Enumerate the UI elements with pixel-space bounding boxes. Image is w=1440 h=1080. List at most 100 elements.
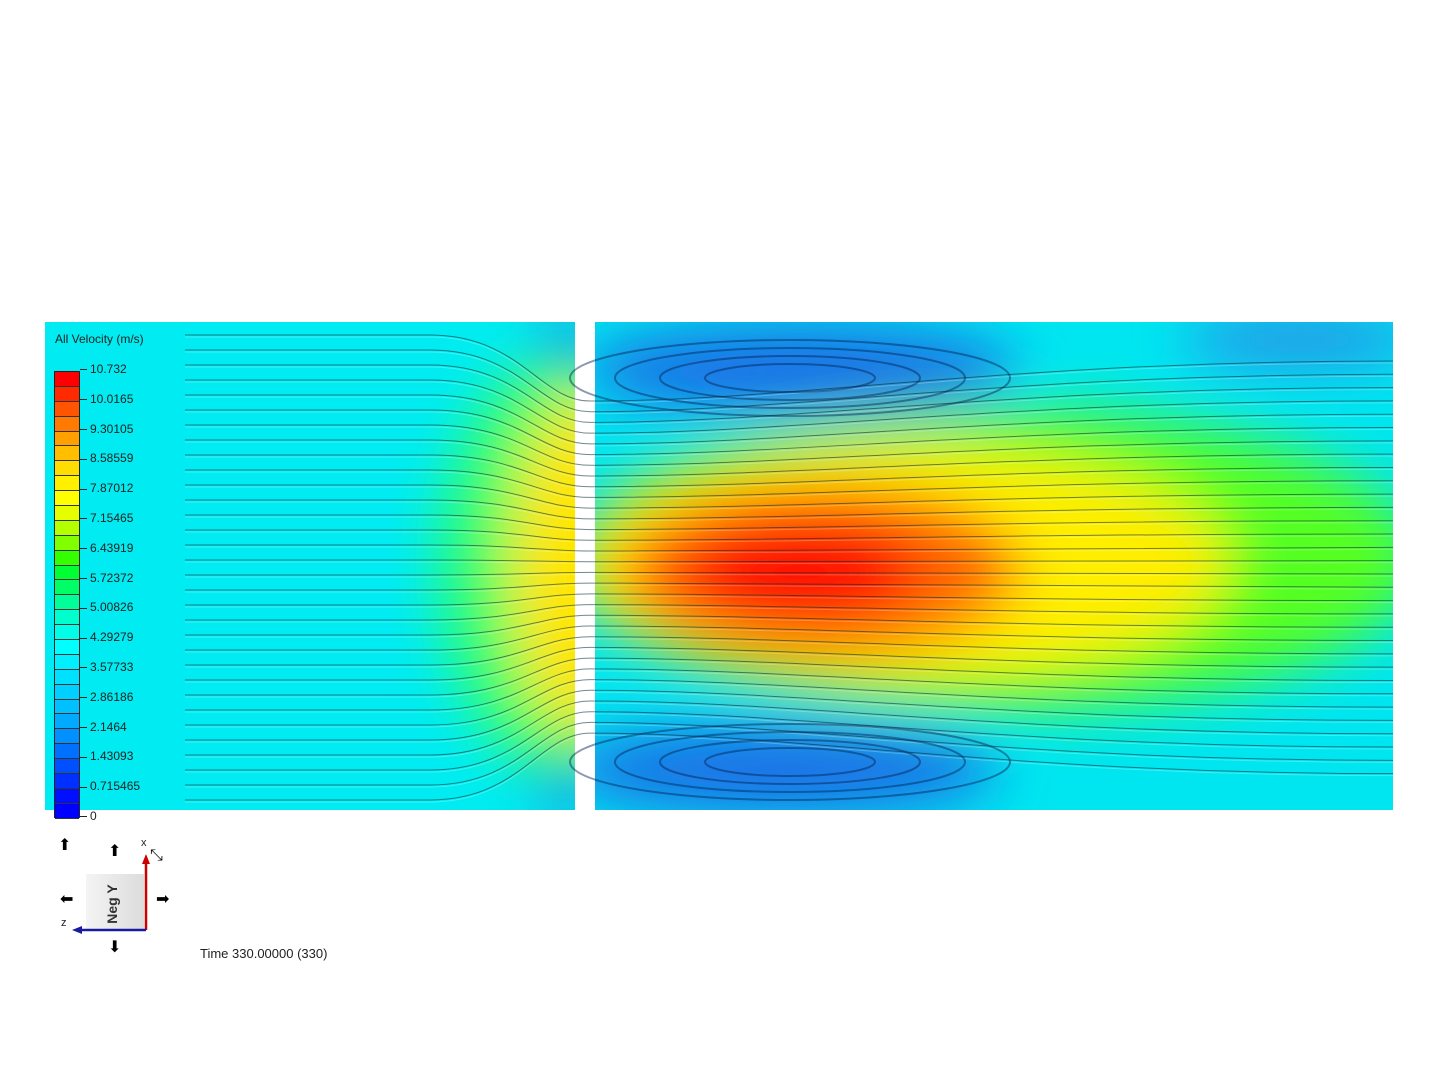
streamline bbox=[185, 336, 1394, 404]
rotate-up-icon[interactable]: ⬆ bbox=[108, 843, 122, 860]
legend-band bbox=[55, 744, 79, 760]
legend-label: 0.715465 bbox=[80, 779, 140, 793]
z-axis-label: z bbox=[61, 917, 67, 929]
streamline bbox=[185, 411, 1394, 458]
streamline bbox=[185, 670, 1394, 713]
legend-label: 10.0165 bbox=[80, 392, 133, 406]
legend-label: 5.00826 bbox=[80, 600, 133, 614]
streamline bbox=[185, 681, 1394, 728]
streamline bbox=[185, 484, 1394, 509]
rotate-left-icon[interactable]: ⬅ bbox=[60, 891, 74, 908]
legend-label: 7.87012 bbox=[80, 481, 133, 495]
streamline bbox=[185, 614, 1394, 636]
streamline bbox=[185, 604, 1394, 621]
streamline bbox=[185, 668, 1394, 711]
roll-view-icon[interactable]: ⤡ bbox=[150, 847, 163, 864]
streamline bbox=[185, 648, 1394, 683]
recirculation-streamline bbox=[614, 347, 966, 409]
legend-band bbox=[55, 684, 79, 700]
streamline bbox=[185, 702, 1394, 758]
legend-label: 0 bbox=[80, 809, 97, 823]
streamline bbox=[185, 471, 1394, 500]
streamline bbox=[185, 379, 1394, 434]
legend-band bbox=[55, 654, 79, 670]
z-axis-arrowhead bbox=[72, 926, 82, 934]
legend-band bbox=[55, 431, 79, 447]
legend-band bbox=[55, 669, 79, 685]
legend-band bbox=[55, 476, 79, 492]
streamline bbox=[185, 595, 1394, 608]
streamline bbox=[185, 514, 1394, 531]
legend-title: All Velocity (m/s) bbox=[55, 332, 144, 346]
recirculation-streamline bbox=[569, 723, 1011, 801]
legend-band bbox=[55, 565, 79, 581]
legend-label: 8.58559 bbox=[80, 451, 133, 465]
legend-band bbox=[55, 774, 79, 789]
legend-label: 7.15465 bbox=[80, 511, 133, 525]
streamline bbox=[185, 723, 1394, 788]
streamline bbox=[185, 593, 1394, 606]
legend-band bbox=[55, 372, 79, 387]
streamline bbox=[185, 381, 1394, 436]
recirculation-streamline bbox=[614, 731, 966, 793]
legend-label: 5.72372 bbox=[80, 571, 133, 585]
legend-band bbox=[55, 788, 79, 804]
legend-label: 1.43093 bbox=[80, 749, 133, 763]
streamline bbox=[185, 424, 1394, 466]
rotate-right-icon[interactable]: ➡ bbox=[156, 891, 170, 908]
streamline bbox=[185, 606, 1394, 623]
legend-band bbox=[55, 535, 79, 551]
streamline bbox=[185, 364, 1394, 423]
streamline bbox=[185, 646, 1394, 681]
streamline bbox=[185, 439, 1394, 477]
rotate-up-left-icon[interactable]: ⬆ bbox=[58, 837, 72, 854]
legend-band bbox=[55, 640, 79, 655]
legend-label: 3.57733 bbox=[80, 660, 133, 674]
streamline bbox=[185, 501, 1394, 522]
streamline bbox=[185, 689, 1394, 741]
legend-label: 2.86186 bbox=[80, 690, 133, 704]
x-axis-arrowhead bbox=[142, 854, 150, 864]
streamline bbox=[185, 627, 1394, 653]
legend-band bbox=[55, 803, 79, 819]
streamline bbox=[185, 571, 1394, 576]
legend-band bbox=[55, 714, 79, 730]
streamline bbox=[185, 334, 1394, 402]
legend-label: 4.29279 bbox=[80, 630, 133, 644]
streamlines bbox=[185, 334, 1394, 803]
streamline bbox=[185, 486, 1394, 511]
streamline bbox=[185, 713, 1394, 773]
streamline bbox=[185, 711, 1394, 771]
recirculation-streamline bbox=[704, 363, 876, 393]
recirculation-streamline bbox=[659, 739, 921, 785]
recirculation-streamline bbox=[569, 339, 1011, 417]
streamline bbox=[185, 426, 1394, 468]
streamline bbox=[185, 516, 1394, 533]
color-legend-bar bbox=[54, 371, 80, 819]
streamline bbox=[185, 456, 1394, 490]
legend-band bbox=[55, 446, 79, 462]
streamline bbox=[185, 616, 1394, 638]
streamline bbox=[185, 529, 1394, 541]
legend-band bbox=[55, 386, 79, 402]
streamline bbox=[185, 441, 1394, 479]
streamline bbox=[185, 531, 1394, 543]
streamline bbox=[185, 679, 1394, 726]
streamline bbox=[185, 499, 1394, 520]
legend-band bbox=[55, 610, 79, 626]
streamline bbox=[185, 469, 1394, 498]
legend-band bbox=[55, 729, 79, 745]
legend-label: 6.43919 bbox=[80, 541, 133, 555]
legend-band bbox=[55, 416, 79, 432]
legend-label: 10.732 bbox=[80, 362, 127, 376]
x-axis-label: x bbox=[141, 837, 147, 849]
view-cube-face[interactable] bbox=[86, 874, 144, 930]
streamline bbox=[185, 573, 1394, 578]
streamline bbox=[185, 636, 1394, 666]
streamline bbox=[185, 734, 1394, 803]
streamline bbox=[185, 366, 1394, 425]
rotate-down-icon[interactable]: ⬇ bbox=[108, 939, 122, 956]
legend-band bbox=[55, 520, 79, 536]
recirculation-streamline bbox=[704, 747, 876, 777]
